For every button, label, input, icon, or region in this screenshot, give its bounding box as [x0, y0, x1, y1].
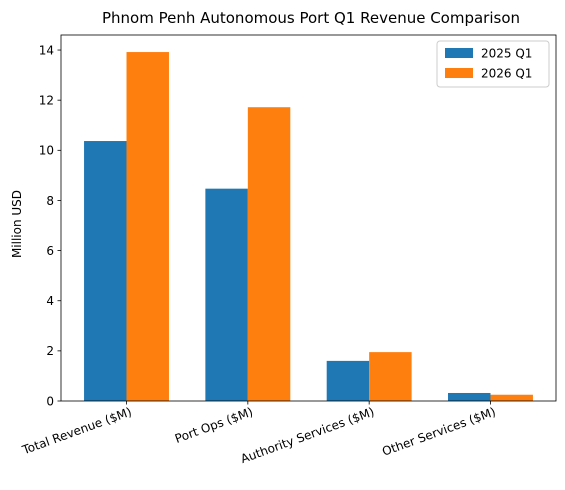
y-tick-label: 14 — [39, 43, 54, 57]
bar-series2-2 — [369, 352, 412, 401]
x-tick-label: Authority Services ($M) — [239, 405, 376, 466]
y-tick-label: 12 — [39, 93, 54, 107]
x-tick-label: Port Ops ($M) — [173, 405, 255, 446]
x-axis-ticks: Total Revenue ($M) Port Ops ($M)Authority… — [19, 401, 498, 466]
y-axis-ticks: 0 2 4 6 8 10 12 14 — [39, 43, 61, 408]
axes-group — [60, 34, 557, 402]
legend-swatch — [445, 48, 473, 58]
bar-series2-3 — [490, 394, 533, 401]
plot-frame — [60, 34, 557, 402]
y-tick-label: 0 — [46, 394, 54, 408]
legend-label: 2025 Q1 — [481, 47, 532, 61]
legend: 2025 Q1 2026 Q1 — [436, 40, 550, 88]
y-axis-label: Million USD — [10, 190, 24, 258]
bar-series1-0 — [84, 141, 127, 402]
legend-swatch — [445, 68, 473, 78]
y-tick-label: 6 — [46, 244, 54, 258]
legend-label: 2026 Q1 — [481, 67, 532, 81]
bar-series2-0 — [126, 52, 169, 402]
chart-title: Phnom Penh Autonomous Port Q1 Revenue Co… — [102, 9, 520, 27]
y-tick-label: 2 — [46, 344, 54, 358]
y-tick-label: 10 — [39, 144, 54, 158]
bar-series1-2 — [326, 360, 370, 401]
bars-group — [84, 52, 533, 402]
bar-series2-1 — [247, 107, 291, 401]
bar-series1-3 — [448, 392, 491, 401]
x-tick-label: Other Services ($M) — [380, 405, 497, 459]
x-tick-label: Total Revenue ($M) — [19, 405, 133, 458]
y-tick-label: 4 — [46, 294, 54, 308]
y-tick-label: 8 — [46, 194, 54, 208]
bar-series1-1 — [205, 188, 248, 401]
